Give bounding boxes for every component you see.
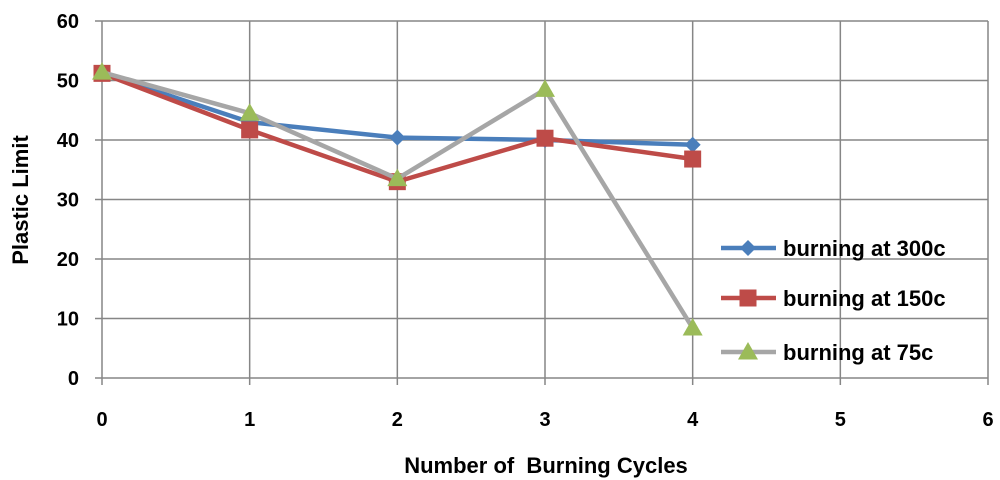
legend: burning at 300c burning at 150c burning at…	[721, 236, 946, 365]
x-tick-label: 5	[835, 409, 846, 431]
x-tick-label: 3	[539, 409, 550, 431]
data-point	[684, 136, 701, 153]
series-group	[92, 62, 703, 336]
x-tick-label: 2	[392, 409, 403, 431]
x-tick-label: 0	[96, 409, 107, 431]
x-tick-label: 1	[244, 409, 255, 431]
legend-marker	[739, 289, 757, 307]
y-tick-label: 10	[57, 309, 79, 331]
y-tick-label: 30	[57, 190, 79, 212]
data-point	[241, 121, 259, 139]
data-point	[389, 129, 406, 146]
data-point	[535, 79, 555, 97]
grid	[102, 20, 989, 378]
data-point	[536, 129, 554, 147]
data-point	[387, 168, 408, 187]
y-axis-label: Plastic Limit	[8, 135, 33, 265]
data-point	[684, 150, 702, 168]
x-tick-label: 6	[982, 409, 993, 431]
data-point	[239, 103, 260, 121]
legend-label: burning at 75c	[783, 340, 933, 365]
legend-marker	[740, 240, 756, 256]
axes	[95, 20, 989, 385]
legend-entry: burning at 150c	[721, 286, 946, 311]
data-point	[92, 62, 112, 80]
y-tick-label: 60	[57, 11, 79, 33]
y-tick-label: 40	[57, 130, 79, 152]
legend-label: burning at 300c	[783, 236, 946, 261]
series-3	[92, 62, 703, 336]
y-tick-label: 50	[57, 71, 79, 93]
legend-entry: burning at 75c	[721, 340, 933, 365]
y-tick-label: 0	[68, 368, 79, 390]
data-point	[682, 318, 703, 336]
legend-entry: burning at 300c	[721, 236, 946, 261]
x-tick-label: 4	[687, 409, 699, 431]
legend-label: burning at 150c	[783, 286, 946, 311]
legend-marker	[738, 342, 758, 360]
y-tick-label: 20	[57, 249, 79, 271]
x-axis-label: Number of Burning Cycles	[404, 453, 688, 478]
tick-labels: 0 10 20 30 40 50 60 0 1 2 3 4 5 6	[57, 11, 994, 431]
